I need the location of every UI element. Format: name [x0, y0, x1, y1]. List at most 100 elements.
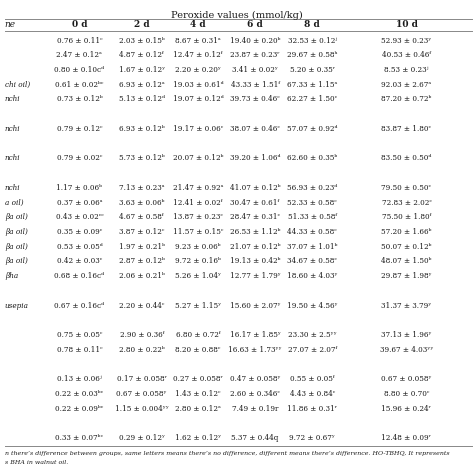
Text: 0.55 ± 0.05ᶠ: 0.55 ± 0.05ᶠ — [290, 375, 335, 383]
Text: 75.50 ± 1.80ᶠ: 75.50 ± 1.80ᶠ — [382, 213, 431, 221]
Text: 4 d: 4 d — [191, 20, 206, 29]
Text: 19.50 ± 4.56ʸ: 19.50 ± 4.56ʸ — [287, 301, 338, 310]
Text: 1.67 ± 0.12ʸ: 1.67 ± 0.12ʸ — [118, 66, 165, 74]
Text: 16.63 ± 1.73ʸʸ: 16.63 ± 1.73ʸʸ — [228, 346, 282, 354]
Text: 0.33 ± 0.07ᵇᶜ: 0.33 ± 0.07ᵇᶜ — [55, 434, 103, 442]
Text: 1.15 ± 0.004ʸʸ: 1.15 ± 0.004ʸʸ — [115, 405, 169, 413]
Text: 0.68 ± 0.16cᵈ: 0.68 ± 0.16cᵈ — [55, 272, 104, 280]
Text: 72.83 ± 2.02ᶜ: 72.83 ± 2.02ᶜ — [382, 199, 431, 207]
Text: 37.07 ± 1.01ᵇ: 37.07 ± 1.01ᵇ — [287, 243, 337, 251]
Text: 18.60 ± 4.03ʸ: 18.60 ± 4.03ʸ — [287, 272, 337, 280]
Text: 52.33 ± 0.58ᶜ: 52.33 ± 0.58ᶜ — [288, 199, 337, 207]
Text: 44.33 ± 0.58ᶜ: 44.33 ± 0.58ᶜ — [288, 228, 337, 236]
Text: 15.60 ± 2.07ʸ: 15.60 ± 2.07ʸ — [229, 301, 281, 310]
Text: 0.67 ± 0.058ʸ: 0.67 ± 0.058ʸ — [381, 375, 432, 383]
Text: 0.76 ± 0.11ᶜ: 0.76 ± 0.11ᶜ — [56, 36, 102, 45]
Text: 3.87 ± 0.12ᶜ: 3.87 ± 0.12ᶜ — [119, 228, 164, 236]
Text: 2.03 ± 0.15ᵇ: 2.03 ± 0.15ᵇ — [119, 36, 164, 45]
Text: 5.27 ± 1.15ʸ: 5.27 ± 1.15ʸ — [175, 301, 221, 310]
Text: 11.86 ± 0.31ʳ: 11.86 ± 0.31ʳ — [287, 405, 337, 413]
Text: 0.29 ± 0.12ʸ: 0.29 ± 0.12ʸ — [118, 434, 165, 442]
Text: 39.67 ± 4.03ʸʸ: 39.67 ± 4.03ʸʸ — [380, 346, 433, 354]
Text: 4.87 ± 0.12ᶠ: 4.87 ± 0.12ᶠ — [119, 51, 164, 59]
Text: 15.96 ± 0.24ʳ: 15.96 ± 0.24ʳ — [382, 405, 431, 413]
Text: 9.72 ± 0.16ᵇ: 9.72 ± 0.16ᵇ — [175, 257, 221, 265]
Text: 1.62 ± 0.12ʸ: 1.62 ± 0.12ʸ — [175, 434, 221, 442]
Text: 0.73 ± 0.12ᵇ: 0.73 ± 0.12ᵇ — [56, 95, 102, 103]
Text: nchi: nchi — [5, 155, 20, 163]
Text: 5.37 ± 0.44q: 5.37 ± 0.44q — [231, 434, 279, 442]
Text: 92.03 ± 2.67ᵃ: 92.03 ± 2.67ᵃ — [381, 81, 432, 89]
Text: 12.48 ± 0.09ʳ: 12.48 ± 0.09ʳ — [382, 434, 431, 442]
Text: 2.87 ± 0.12ᵇ: 2.87 ± 0.12ᵇ — [119, 257, 164, 265]
Text: 39.73 ± 0.46ᶜ: 39.73 ± 0.46ᶜ — [230, 95, 280, 103]
Text: 5.20 ± 0.35ʳ: 5.20 ± 0.35ʳ — [290, 66, 335, 74]
Text: 7.13 ± 0.23ᵃ: 7.13 ± 0.23ᵃ — [119, 184, 164, 192]
Text: 1.17 ± 0.06ᵇ: 1.17 ± 0.06ᵇ — [56, 184, 102, 192]
Text: 37.13 ± 1.96ʸ: 37.13 ± 1.96ʸ — [381, 331, 432, 339]
Text: 0.67 ± 0.058ʸ: 0.67 ± 0.058ʸ — [117, 390, 167, 398]
Text: usepia: usepia — [5, 301, 29, 310]
Text: 38.07 ± 0.46ᶜ: 38.07 ± 0.46ᶜ — [230, 125, 280, 133]
Text: 31.37 ± 3.79ʸ: 31.37 ± 3.79ʸ — [381, 301, 432, 310]
Text: 51.33 ± 0.58ᶠ: 51.33 ± 0.58ᶠ — [288, 213, 337, 221]
Text: 32.53 ± 0.12ʲ: 32.53 ± 0.12ʲ — [288, 36, 337, 45]
Text: 50.07 ± 0.12ᵇ: 50.07 ± 0.12ᵇ — [381, 243, 432, 251]
Text: 62.60 ± 0.35ᵇ: 62.60 ± 0.35ᵇ — [287, 155, 337, 163]
Text: 0.22 ± 0.03ᵇᶜ: 0.22 ± 0.03ᵇᶜ — [55, 390, 103, 398]
Text: 16.17 ± 1.85ʸ: 16.17 ± 1.85ʸ — [229, 331, 281, 339]
Text: 0.47 ± 0.058ʸ: 0.47 ± 0.058ʸ — [230, 375, 280, 383]
Text: 56.93 ± 0.23ᵈ: 56.93 ± 0.23ᵈ — [287, 184, 337, 192]
Text: 52.93 ± 0.23ʸ: 52.93 ± 0.23ʸ — [381, 36, 432, 45]
Text: 0.35 ± 0.09ᶜ: 0.35 ± 0.09ᶜ — [57, 228, 102, 236]
Text: 21.07 ± 0.12ᵇ: 21.07 ± 0.12ᵇ — [230, 243, 280, 251]
Text: 0.78 ± 0.11ᶜ: 0.78 ± 0.11ᶜ — [56, 346, 102, 354]
Text: 23.30 ± 2.5ʸʸ: 23.30 ± 2.5ʸʸ — [288, 331, 337, 339]
Text: 5.73 ± 0.12ᵇ: 5.73 ± 0.12ᵇ — [119, 155, 164, 163]
Text: chi oil): chi oil) — [5, 81, 30, 89]
Text: 19.03 ± 0.61ᵈ: 19.03 ± 0.61ᵈ — [173, 81, 223, 89]
Text: 19.17 ± 0.06ᶜ: 19.17 ± 0.06ᶜ — [173, 125, 223, 133]
Text: 40.53 ± 0.46ᶠ: 40.53 ± 0.46ᶠ — [382, 51, 431, 59]
Text: 2.90 ± 0.36ᶠ: 2.90 ± 0.36ᶠ — [119, 331, 164, 339]
Text: 3.63 ± 0.06ᵇ: 3.63 ± 0.06ᵇ — [119, 199, 164, 207]
Text: 8.80 ± 0.70ᶜ: 8.80 ± 0.70ᶜ — [384, 390, 429, 398]
Text: 3.41 ± 0.02ʸ: 3.41 ± 0.02ʸ — [232, 66, 278, 74]
Text: 21.47 ± 0.92ᵃ: 21.47 ± 0.92ᵃ — [173, 184, 223, 192]
Text: 10 d: 10 d — [395, 20, 418, 29]
Text: βa oil): βa oil) — [5, 243, 27, 251]
Text: a oil): a oil) — [5, 199, 23, 207]
Text: 2.80 ± 0.22ᵇ: 2.80 ± 0.22ᵇ — [119, 346, 164, 354]
Text: 2.20 ± 0.44ᶜ: 2.20 ± 0.44ᶜ — [119, 301, 164, 310]
Text: 8 d: 8 d — [304, 20, 320, 29]
Text: 12.47 ± 0.12ᶠ: 12.47 ± 0.12ᶠ — [173, 51, 223, 59]
Text: 1.97 ± 0.21ᵇ: 1.97 ± 0.21ᵇ — [118, 243, 165, 251]
Text: 11.57 ± 0.15ᶜ: 11.57 ± 0.15ᶜ — [173, 228, 223, 236]
Text: 83.50 ± 0.50ᵈ: 83.50 ± 0.50ᵈ — [381, 155, 432, 163]
Text: 0.27 ± 0.058ʳ: 0.27 ± 0.058ʳ — [173, 375, 223, 383]
Text: 0.75 ± 0.05ᶜ: 0.75 ± 0.05ᶜ — [57, 331, 102, 339]
Text: 28.47 ± 0.31ᶜ: 28.47 ± 0.31ᶜ — [230, 213, 280, 221]
Text: 30.47 ± 0.61ᶠ: 30.47 ± 0.61ᶠ — [230, 199, 280, 207]
Text: 57.07 ± 0.92ᵈ: 57.07 ± 0.92ᵈ — [287, 125, 337, 133]
Text: 34.67 ± 0.58ᶜ: 34.67 ± 0.58ᶜ — [287, 257, 337, 265]
Text: 6.93 ± 0.12ᵃ: 6.93 ± 0.12ᵃ — [119, 81, 164, 89]
Text: 9.72 ± 0.67ʸ: 9.72 ± 0.67ʸ — [289, 434, 336, 442]
Text: βa oil): βa oil) — [5, 228, 27, 236]
Text: 26.53 ± 1.12ᵇ: 26.53 ± 1.12ᵇ — [230, 228, 280, 236]
Text: 0.79 ± 0.12ᶜ: 0.79 ± 0.12ᶜ — [57, 125, 102, 133]
Text: 0.13 ± 0.06ʲ: 0.13 ± 0.06ʲ — [57, 375, 102, 383]
Text: 12.41 ± 0.02ᶠ: 12.41 ± 0.02ᶠ — [173, 199, 223, 207]
Text: 23.87 ± 0.23ʳ: 23.87 ± 0.23ʳ — [230, 51, 280, 59]
Text: 4.43 ± 0.84ᶜ: 4.43 ± 0.84ᶜ — [290, 390, 335, 398]
Text: n there’s difference between groups, same letters means there’s no difference, d: n there’s difference between groups, sam… — [5, 451, 449, 456]
Text: 41.07 ± 0.12ᵇ: 41.07 ± 0.12ᵇ — [230, 184, 280, 192]
Text: 62.27 ± 1.50ᶜ: 62.27 ± 1.50ᶜ — [287, 95, 337, 103]
Text: s BHA in walnut oil.: s BHA in walnut oil. — [5, 460, 68, 465]
Text: 0.42 ± 0.03ᶜ: 0.42 ± 0.03ᶜ — [57, 257, 102, 265]
Text: 83.87 ± 1.80ᶜ: 83.87 ± 1.80ᶜ — [382, 125, 431, 133]
Text: 0.17 ± 0.058ʳ: 0.17 ± 0.058ʳ — [117, 375, 167, 383]
Text: 87.20 ± 0.72ᵇ: 87.20 ± 0.72ᵇ — [381, 95, 432, 103]
Text: 20.07 ± 0.12ᵇ: 20.07 ± 0.12ᵇ — [173, 155, 223, 163]
Text: 6.93 ± 0.12ᵇ: 6.93 ± 0.12ᵇ — [119, 125, 164, 133]
